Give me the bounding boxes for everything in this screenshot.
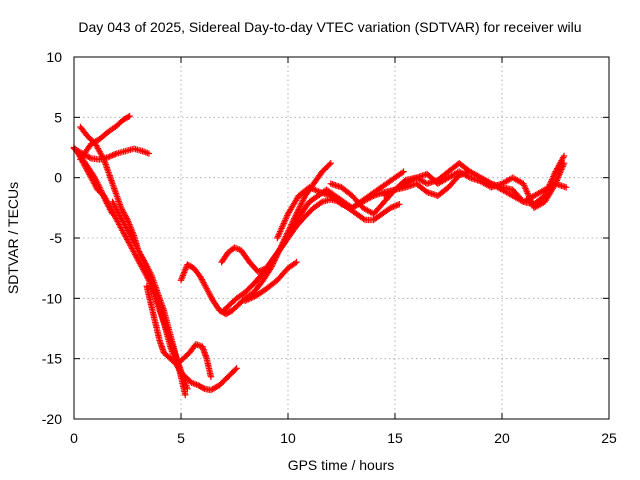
data-point [300,195,307,202]
data-point [232,366,239,373]
data-point [396,201,403,208]
data-point [110,151,118,158]
data-point [182,391,189,399]
data-point [145,150,153,157]
data-point [243,296,250,304]
y-tick-label: -15 [42,351,62,367]
grid [74,57,609,419]
series-10 [242,258,300,304]
data-point [394,201,402,209]
data-points [70,112,570,399]
data-point [207,373,215,380]
data-point [465,173,472,181]
data-point [256,267,263,275]
data-point [296,203,304,210]
data-point [175,365,183,373]
y-tick-label: -20 [42,411,62,427]
data-point [299,197,307,204]
x-axis-label: GPS time / hours [288,457,395,473]
data-point [260,266,267,273]
data-point [296,204,303,212]
data-point [254,268,262,275]
data-point [560,159,568,167]
data-point [298,200,305,207]
x-tick-label: 20 [494,430,510,446]
data-point [123,215,130,222]
data-point [563,184,570,191]
data-point [105,153,112,161]
data-point [242,297,249,304]
data-point [200,384,207,392]
data-point [390,203,397,210]
data-point [313,187,321,194]
series-6 [143,283,215,380]
series-4 [75,150,191,393]
y-tick-label: 0 [54,170,62,186]
x-tick-label: 5 [177,430,185,446]
data-point [293,258,300,266]
data-point [248,294,255,302]
data-point [112,150,119,158]
data-point [126,112,133,120]
data-point [368,193,376,200]
data-point [246,295,253,302]
x-tick-label: 25 [601,430,617,446]
data-point [140,257,148,264]
data-point [249,294,257,301]
data-point [315,188,322,195]
x-tick-label: 15 [387,430,403,446]
x-tick-label: 10 [280,430,296,446]
data-point [106,153,113,160]
data-point [125,113,132,121]
data-point [327,159,334,167]
data-point [400,168,407,175]
data-point [560,152,568,160]
data-point [176,367,183,374]
data-point [259,266,266,274]
data-point [291,259,299,267]
y-tick-label: -10 [42,290,62,306]
y-tick-label: -5 [50,230,63,246]
data-point [393,202,400,209]
axis-ticks: 0 5 10 15 20 25 10 5 0 -5 -10 -15 -20 [42,49,617,446]
data-point [387,204,394,212]
data-point [107,152,115,160]
data-point [312,186,319,194]
y-tick-label: 5 [54,109,62,125]
data-point [309,185,316,192]
data-point [307,184,315,192]
data-point [310,186,318,193]
data-point [299,198,306,205]
data-point [245,296,252,303]
data-point [257,267,265,274]
data-point [388,204,396,211]
x-tick-label: 0 [70,430,78,446]
data-point [184,385,191,393]
chart-title: Day 043 of 2025, Sidereal Day-to-day VTE… [78,19,581,35]
data-point [233,365,240,372]
data-point [306,184,313,191]
data-point [360,215,367,223]
y-axis-label: SDTVAR / TECUs [5,182,21,294]
data-point [398,169,406,176]
y-tick-label: 10 [46,49,62,65]
data-point [326,161,333,168]
data-point [317,199,325,207]
data-point [297,201,305,209]
data-point [109,152,116,159]
data-point [86,154,93,161]
series-13 [381,159,568,212]
data-point [391,202,399,210]
